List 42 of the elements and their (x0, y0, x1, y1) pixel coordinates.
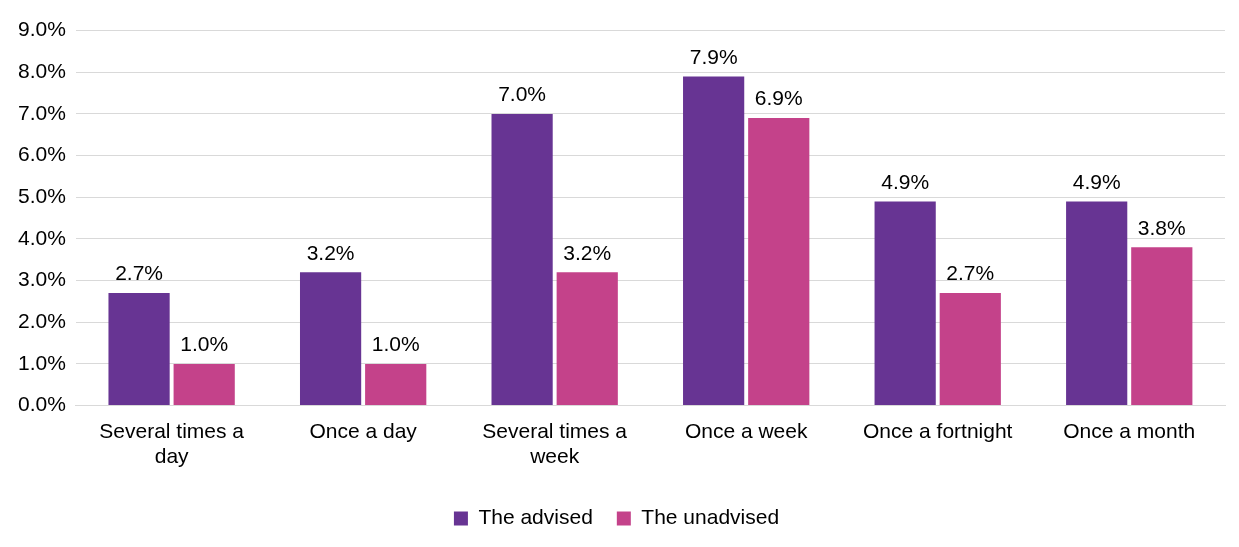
data-label: 1.0% (371, 332, 420, 356)
y-tick-label: 0.0% (17, 392, 66, 416)
x-tick-label: Once a fortnight (863, 419, 1013, 442)
y-tick-label: 1.0% (17, 350, 66, 374)
data-label: 3.2% (306, 240, 355, 264)
data-label: 4.9% (881, 169, 930, 193)
data-label: 6.9% (754, 86, 803, 110)
bar (874, 201, 936, 406)
data-label: 2.7% (115, 261, 164, 285)
data-label: 2.7% (946, 261, 995, 285)
legend-label: The advised (478, 505, 593, 529)
y-tick-label: 6.0% (17, 142, 66, 166)
y-tick-label: 5.0% (17, 184, 66, 208)
x-tick-label: Several times a week (482, 419, 628, 468)
data-label: 3.8% (1137, 215, 1186, 239)
bar (1131, 247, 1193, 406)
x-tick-label: Once a day (309, 419, 418, 442)
x-tick-label: Once a month (1063, 419, 1196, 442)
bar (491, 113, 553, 406)
bar (299, 272, 362, 406)
y-tick-label: 8.0% (17, 59, 66, 83)
x-tick-label: Once a week (684, 419, 808, 442)
y-tick-label: 2.0% (17, 309, 66, 333)
y-tick-label: 7.0% (17, 100, 66, 124)
data-label: 7.0% (498, 82, 547, 106)
data-label: 4.9% (1072, 169, 1121, 193)
y-tick-label: 4.0% (17, 225, 66, 249)
data-label: 3.2% (563, 240, 612, 264)
bar (939, 293, 1001, 406)
bar (108, 293, 170, 406)
legend-label: The unadvised (641, 505, 780, 529)
data-label: 1.0% (180, 332, 229, 356)
bar (556, 272, 618, 406)
bar (748, 118, 810, 406)
data-label: 7.9% (689, 44, 738, 68)
bar (173, 363, 235, 406)
y-tick-label: 3.0% (17, 267, 66, 291)
bar (365, 363, 427, 406)
y-tick-label: 9.0% (17, 17, 66, 41)
bar (1066, 201, 1128, 406)
x-tick-label: Several times a day (99, 419, 245, 468)
bar (683, 76, 745, 406)
